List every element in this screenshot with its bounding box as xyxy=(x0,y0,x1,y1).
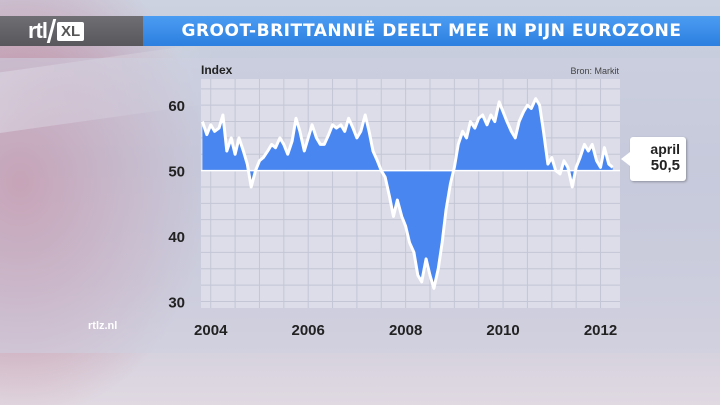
callout-month: april xyxy=(650,141,680,157)
series-line xyxy=(201,97,614,290)
title-bar: GROOT-BRITTANNIË DEELT MEE IN PIJN EUROZ… xyxy=(143,16,720,46)
x-tick-label: 2012 xyxy=(584,322,617,339)
area-fill xyxy=(202,98,613,289)
logo-suffix: XL xyxy=(57,21,85,41)
x-tick-label: 2004 xyxy=(194,322,228,339)
y-axis-label: Index xyxy=(201,63,233,77)
x-tick-label: 2006 xyxy=(291,322,324,339)
y-tick-label: 40 xyxy=(168,229,185,246)
y-tick-label: 30 xyxy=(168,294,185,311)
page-title: GROOT-BRITTANNIË DEELT MEE IN PIJN EUROZ… xyxy=(181,21,682,41)
callout-value: 50,5 xyxy=(650,157,680,174)
rtl-xl-logo: rtl XL xyxy=(28,18,85,44)
x-tick-label: 2010 xyxy=(486,322,519,339)
y-tick-label: 60 xyxy=(168,98,185,115)
site-url[interactable]: rtlz.nl xyxy=(88,320,118,332)
logo-text: rtl xyxy=(28,18,48,43)
x-tick-label: 2008 xyxy=(389,322,422,339)
latest-value-callout: april 50,5 xyxy=(621,137,686,181)
source-note: Bron: Markit xyxy=(570,66,619,76)
y-tick-label: 50 xyxy=(168,164,185,181)
